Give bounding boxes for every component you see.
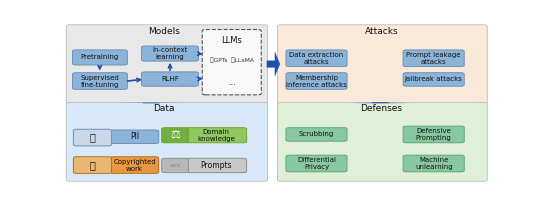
Polygon shape [350,102,411,103]
FancyBboxPatch shape [141,72,199,86]
Text: PII: PII [130,132,139,141]
FancyBboxPatch shape [403,73,464,86]
Text: LLMs: LLMs [221,37,242,45]
Text: Prompts: Prompts [200,161,232,170]
FancyBboxPatch shape [110,157,159,173]
Text: Data: Data [153,104,174,113]
Text: Copyrighted
work: Copyrighted work [113,159,156,172]
FancyBboxPatch shape [403,50,464,67]
Text: Scrubbing: Scrubbing [299,131,334,137]
FancyBboxPatch shape [161,128,188,143]
FancyBboxPatch shape [202,30,261,95]
Text: Pretraining: Pretraining [81,54,119,60]
FancyBboxPatch shape [403,155,464,172]
FancyBboxPatch shape [286,73,347,89]
FancyBboxPatch shape [72,50,127,65]
Polygon shape [267,51,280,77]
Text: xxx: xxx [170,163,181,168]
FancyBboxPatch shape [66,25,267,103]
Text: Models: Models [148,27,180,36]
Text: ⒶGPTs  ⓂLLaMA: ⒶGPTs ⓂLLaMA [210,58,254,63]
Text: Machine
unlearning: Machine unlearning [415,157,453,170]
Text: Data extraction
attacks: Data extraction attacks [289,52,343,65]
FancyBboxPatch shape [403,126,464,143]
Text: Attacks: Attacks [364,27,398,36]
FancyBboxPatch shape [72,73,127,89]
Text: Domain
knowledge: Domain knowledge [197,129,235,142]
FancyBboxPatch shape [73,129,111,146]
FancyBboxPatch shape [278,25,487,103]
Text: Membership
inference attacks: Membership inference attacks [286,74,347,88]
FancyBboxPatch shape [73,157,111,173]
Text: Defenses: Defenses [360,104,402,113]
Text: Jailbreak attacks: Jailbreak attacks [405,76,463,82]
FancyBboxPatch shape [286,128,347,141]
Text: ⚖: ⚖ [170,130,180,140]
Text: Defensive
Prompting: Defensive Prompting [416,128,451,141]
FancyBboxPatch shape [286,50,347,67]
FancyBboxPatch shape [186,128,247,143]
FancyBboxPatch shape [286,155,347,172]
Text: 🖥: 🖥 [89,133,95,143]
FancyBboxPatch shape [161,158,188,173]
Text: ...: ... [228,78,235,87]
Text: In-context
learning: In-context learning [152,47,188,60]
FancyBboxPatch shape [278,103,487,181]
FancyBboxPatch shape [66,103,267,181]
FancyBboxPatch shape [141,46,199,61]
Text: RLHF: RLHF [161,76,179,82]
FancyBboxPatch shape [186,158,247,173]
Text: Prompt leakage
attacks: Prompt leakage attacks [407,52,461,65]
FancyBboxPatch shape [110,130,159,144]
Text: Supervised
fine-tuning: Supervised fine-tuning [80,74,119,88]
Text: 📄: 📄 [89,160,95,170]
Text: Differential
Privacy: Differential Privacy [297,157,336,170]
